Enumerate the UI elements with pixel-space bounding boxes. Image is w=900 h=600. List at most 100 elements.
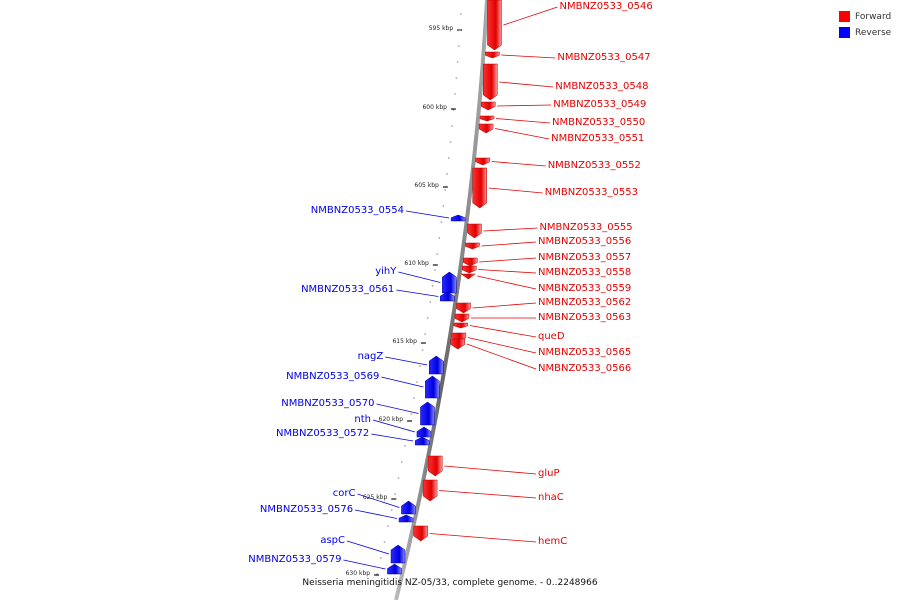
tick-label: 625 kbp <box>362 494 388 501</box>
genome-caption: Neisseria meningitidis NZ-05/33, complet… <box>302 578 598 588</box>
tick-label: 630 kbp <box>345 570 371 577</box>
gene-label-NMBNZ0533_0572: NMBNZ0533_0572 <box>276 428 370 439</box>
gene-arrow-corC <box>401 500 416 515</box>
gene-arrow-NMBNZ0533_0557 <box>463 257 478 267</box>
gene-arrow-NMBNZ0533_0547 <box>485 51 500 59</box>
gene-arrow-NMBNZ0533_0569 <box>425 375 440 399</box>
gene-label-NMBNZ0533_0561: NMBNZ0533_0561 <box>301 284 395 295</box>
gene-label-NMBNZ0533_0556: NMBNZ0533_0556 <box>538 236 632 247</box>
gene-arrow-NMBNZ0533_0562 <box>456 302 471 314</box>
legend-forward: Forward <box>839 9 891 24</box>
gene-arrow-NMBNZ0533_0579 <box>387 563 402 575</box>
gene-label-NMBNZ0533_0552: NMBNZ0533_0552 <box>547 160 641 171</box>
gene-arrow-nhaC <box>422 479 438 502</box>
gene-arrow-NMBNZ0533_0559 <box>460 273 477 280</box>
gene-label-NMBNZ0533_0566: NMBNZ0533_0566 <box>538 363 632 374</box>
gene-arrow-hemC <box>413 525 428 542</box>
gene-arrow-NMBNZ0533_0546 <box>487 0 502 51</box>
gene-label-NMBNZ0533_0563: NMBNZ0533_0563 <box>538 312 632 323</box>
leader-line <box>346 540 390 555</box>
gene-arrow-NMBNZ0533_0548 <box>483 63 498 101</box>
gene-label-nth: nth <box>354 414 371 425</box>
gene-arrow-NMBNZ0533_0553 <box>472 167 488 209</box>
gene-label-NMBNZ0533_0562: NMBNZ0533_0562 <box>538 297 632 308</box>
leader-line <box>467 337 537 354</box>
gene-arrow-NMBNZ0533_0552 <box>475 157 490 166</box>
gene-arrow-NMBNZ0533_0570 <box>420 401 435 426</box>
gene-arrow-NMBNZ0533_0549 <box>480 101 496 111</box>
legend: Forward Reverse <box>839 9 891 41</box>
leader-line <box>343 559 386 570</box>
leader-line <box>398 271 441 283</box>
gene-label-yihY: yihY <box>375 266 397 277</box>
gene-label-gluP: gluP <box>538 468 560 479</box>
tick-label: 605 kbp <box>414 182 439 189</box>
tick-label: 595 kbp <box>428 25 454 32</box>
gene-label-nhaC: nhaC <box>538 492 564 503</box>
gene-label-aspC: aspC <box>320 535 346 546</box>
tick-label: 600 kbp <box>422 104 447 111</box>
gene-label-NMBNZ0533_0548: NMBNZ0533_0548 <box>555 81 649 92</box>
tick-marks <box>374 13 463 576</box>
gene-arrow-aspC <box>390 544 406 564</box>
gene-label-NMBNZ0533_0546: NMBNZ0533_0546 <box>559 1 653 12</box>
gene-arrow-nth <box>416 426 432 438</box>
legend-reverse-swatch <box>839 27 850 38</box>
leader-line <box>444 465 537 475</box>
gene-label-corC: corC <box>332 488 356 499</box>
leader-line <box>483 227 538 232</box>
gene-arrow-NMBNZ0533_0551 <box>478 123 494 134</box>
leader-line <box>429 533 537 543</box>
gene-label-NMBNZ0533_0557: NMBNZ0533_0557 <box>538 252 632 263</box>
leader-line <box>488 187 543 194</box>
leader-line <box>478 269 537 274</box>
gene-arrow-NMBNZ0533_0572 <box>414 436 430 446</box>
gene-arrow-NMBNZ0533_0566 <box>450 338 466 350</box>
leader-line <box>376 403 419 414</box>
leader-line <box>469 325 537 338</box>
gene-arrow-nagZ <box>428 355 444 375</box>
gene-label-NMBNZ0533_0554: NMBNZ0533_0554 <box>310 205 404 216</box>
gene-label-hemC: hemC <box>538 536 568 547</box>
gene-label-NMBNZ0533_0553: NMBNZ0533_0553 <box>544 187 638 198</box>
gene-features <box>387 0 502 575</box>
legend-forward-label: Forward <box>855 11 892 22</box>
leader-line <box>354 509 398 519</box>
gene-label-NMBNZ0533_0559: NMBNZ0533_0559 <box>538 283 632 294</box>
label-leaders <box>343 6 558 570</box>
leader-line <box>372 419 416 433</box>
gene-arrow-NMBNZ0533_0550 <box>479 115 495 122</box>
leader-line <box>496 118 551 124</box>
gene-label-NMBNZ0533_0576: NMBNZ0533_0576 <box>259 504 354 515</box>
leader-line <box>495 128 550 140</box>
leader-line <box>371 433 414 442</box>
leader-line <box>472 302 537 309</box>
gene-label-NMBNZ0533_0570: NMBNZ0533_0570 <box>281 398 375 409</box>
gene-label-NMBNZ0533_0551: NMBNZ0533_0551 <box>551 133 645 144</box>
leader-line <box>503 6 558 26</box>
gene-arrow-gluP <box>427 455 443 477</box>
leader-line <box>479 257 537 263</box>
gene-arrow-NMBNZ0533_0554 <box>450 214 466 222</box>
tick-label: 610 kbp <box>404 260 429 267</box>
leader-line <box>497 104 552 107</box>
leader-line <box>466 343 537 370</box>
gene-arrow-NMBNZ0533_0576 <box>398 514 414 523</box>
gene-label-NMBNZ0533_0558: NMBNZ0533_0558 <box>538 267 632 278</box>
leader-line <box>501 54 556 59</box>
leader-line <box>405 210 450 219</box>
gene-label-NMBNZ0533_0579: NMBNZ0533_0579 <box>248 554 342 565</box>
leader-line <box>499 81 554 88</box>
leader-line <box>477 275 537 290</box>
leader-line <box>381 376 424 388</box>
legend-reverse-label: Reverse <box>855 27 892 38</box>
gene-label-NMBNZ0533_0565: NMBNZ0533_0565 <box>538 347 632 358</box>
leader-line <box>439 490 537 499</box>
gene-label-queD: queD <box>538 331 565 342</box>
legend-reverse: Reverse <box>839 25 891 40</box>
gene-arrow-NMBNZ0533_0563 <box>454 313 470 323</box>
gene-label-NMBNZ0533_0555: NMBNZ0533_0555 <box>539 222 633 233</box>
leader-line <box>396 289 439 297</box>
gene-label-NMBNZ0533_0569: NMBNZ0533_0569 <box>286 371 380 382</box>
